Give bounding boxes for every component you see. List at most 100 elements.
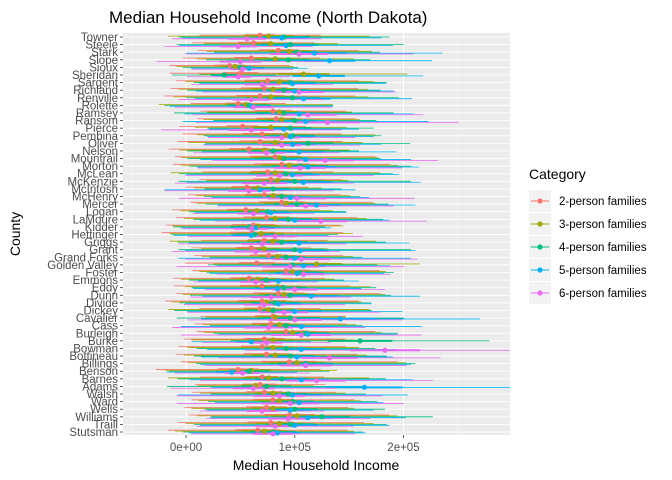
- data-point: [268, 124, 274, 130]
- data-point: [239, 66, 246, 72]
- data-point: [292, 308, 298, 314]
- data-point: [275, 301, 282, 307]
- data-point: [261, 428, 267, 434]
- data-point: [263, 404, 270, 411]
- data-point: [300, 71, 307, 77]
- data-point: [287, 264, 294, 270]
- data-point: [313, 202, 320, 208]
- data-point: [292, 317, 298, 323]
- y-tick-label: Sioux: [89, 62, 118, 74]
- y-tick-label: Griggs: [84, 237, 118, 249]
- data-point: [296, 51, 302, 57]
- y-tick-label: Dunn: [91, 290, 119, 302]
- data-point: [261, 85, 267, 91]
- data-point: [266, 375, 272, 381]
- data-point: [281, 110, 287, 116]
- data-point: [257, 187, 263, 193]
- data-point: [259, 131, 265, 137]
- data-point: [305, 415, 311, 421]
- y-tick-label: Wells: [90, 404, 118, 416]
- data-point: [268, 94, 274, 100]
- data-point: [263, 383, 270, 390]
- data-point: [237, 58, 244, 65]
- data-point: [289, 329, 296, 335]
- data-point: [274, 177, 280, 184]
- data-point: [281, 285, 287, 291]
- data-point: [303, 118, 309, 125]
- data-point: [266, 33, 272, 39]
- data-point: [268, 294, 274, 300]
- data-point: [276, 322, 283, 328]
- data-point: [283, 328, 289, 335]
- data-point: [283, 254, 289, 260]
- y-tick-label: Morton: [82, 161, 118, 173]
- data-point: [283, 171, 289, 177]
- data-point: [294, 360, 300, 366]
- legend-label: 3-person families: [559, 219, 647, 231]
- data-point: [279, 161, 285, 167]
- data-point: [337, 316, 344, 322]
- data-point: [235, 74, 241, 80]
- data-point: [281, 291, 287, 297]
- data-point: [248, 96, 254, 103]
- y-tick-label: Pembina: [73, 131, 119, 143]
- y-tick-label: Slope: [89, 55, 118, 67]
- data-point: [250, 40, 257, 46]
- legend-key-point: [537, 221, 543, 227]
- data-point: [263, 351, 270, 357]
- data-point: [276, 398, 283, 404]
- data-point: [294, 413, 300, 419]
- data-point: [300, 96, 307, 102]
- data-point: [250, 104, 257, 110]
- y-tick-label: Richland: [73, 85, 118, 97]
- data-point: [279, 193, 285, 200]
- legend-title: Category: [529, 166, 586, 182]
- data-point: [286, 162, 292, 168]
- data-point: [274, 253, 280, 259]
- y-tick-label: Grand Forks: [54, 252, 118, 264]
- data-point: [272, 170, 278, 176]
- data-point: [272, 215, 278, 222]
- data-point: [276, 155, 283, 161]
- data-point: [272, 233, 278, 239]
- data-point: [270, 86, 276, 92]
- y-tick-label: Bowman: [73, 343, 118, 355]
- data-point: [264, 78, 271, 84]
- data-point: [279, 239, 285, 245]
- x-tick-label: 2e+05: [387, 442, 419, 454]
- data-point: [298, 332, 304, 338]
- data-point: [287, 41, 294, 48]
- data-point: [235, 366, 241, 373]
- x-axis-title: Median Household Income: [233, 457, 400, 473]
- data-point: [275, 290, 282, 297]
- data-point: [248, 245, 254, 251]
- data-point: [296, 149, 302, 155]
- data-point: [281, 155, 287, 162]
- y-tick-label: Burke: [88, 336, 118, 348]
- data-point: [289, 80, 296, 87]
- data-point: [221, 72, 227, 78]
- data-point: [276, 79, 283, 85]
- data-point: [308, 293, 314, 299]
- y-tick-label: Ramsey: [76, 108, 118, 120]
- data-point: [273, 116, 279, 122]
- y-tick-label: Ransom: [75, 116, 118, 128]
- data-point: [276, 172, 283, 179]
- data-point: [289, 268, 296, 275]
- y-tick-label: Dickey: [83, 305, 118, 317]
- data-point: [270, 344, 276, 351]
- data-point: [296, 240, 302, 246]
- data-point: [259, 408, 265, 414]
- data-point: [275, 47, 282, 53]
- data-point: [285, 216, 291, 222]
- data-point: [292, 422, 298, 428]
- data-point: [239, 123, 246, 129]
- data-point: [275, 278, 282, 284]
- y-tick-label: Kidder: [85, 222, 118, 234]
- data-point: [300, 263, 307, 269]
- data-point: [361, 384, 367, 390]
- y-tick-label: McIntosh: [71, 184, 118, 196]
- data-point: [270, 307, 276, 314]
